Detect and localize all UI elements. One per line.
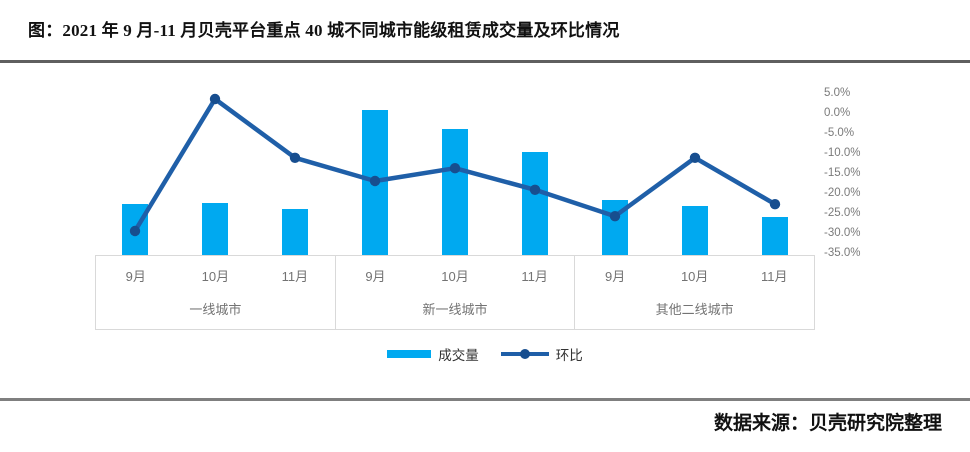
- plot-svg: [122, 93, 788, 255]
- month-label: 11月: [281, 268, 309, 284]
- month-label-row: 9月 10月 11月: [575, 256, 814, 295]
- volume-bar: [522, 152, 548, 255]
- legend: 成交量 环比: [0, 343, 970, 365]
- mom-marker-dot: [519, 349, 530, 359]
- mom-change-point: [529, 184, 541, 195]
- volume-bar: [682, 206, 708, 255]
- mom-change-point: [689, 152, 701, 163]
- month-label: 10月: [441, 268, 469, 284]
- month-label: 11月: [761, 268, 788, 284]
- category-group: 9月 10月 11月其他二线城市: [574, 256, 816, 329]
- top-rule: [0, 60, 970, 63]
- bottom-rule: [0, 398, 970, 401]
- mom-change-point: [289, 152, 301, 163]
- month-label: 9月: [125, 268, 146, 284]
- month-label: 9月: [365, 268, 386, 284]
- volume-bar: [762, 217, 788, 255]
- mom-change-point: [369, 175, 381, 187]
- month-label: 10月: [680, 268, 709, 284]
- mom-change-point: [209, 93, 221, 105]
- mom-change-point: [129, 225, 141, 237]
- month-label-row: 9月 10月 11月: [96, 256, 335, 295]
- mom-change-point: [609, 211, 621, 222]
- mom-line-swatch: [500, 349, 549, 359]
- category-group: 9月 10月 11月新一线城市: [334, 256, 575, 329]
- legend-item-volume: 成交量: [387, 344, 479, 364]
- month-label: 11月: [521, 268, 548, 284]
- figure-title: 图：2021 年 9 月-11 月贝壳平台重点 40 城不同城市能级租赁成交量及…: [28, 21, 620, 40]
- mom-change-point: [449, 163, 461, 174]
- city-tier-label: 新一线城市: [422, 301, 488, 317]
- city-tier-label: 其他二线城市: [655, 301, 734, 317]
- month-label: 9月: [605, 268, 626, 284]
- month-label-row: 9月 10月 11月: [336, 256, 575, 295]
- chart-area: 5.0% 0.0% -5.0% -10.0% -15.0% -20.0% -25.0% -30…: [0, 75, 970, 375]
- category-group: 9月 10月 11月一线城市: [95, 256, 335, 329]
- category-axis: 9月 10月 11月一线城市 9月 10月 11月新一线城市 9月 10月 11月其他二线城市: [95, 255, 816, 330]
- city-tier-label: 一线城市: [189, 301, 242, 317]
- volume-bar: [442, 129, 468, 255]
- legend-label-mom: 环比: [555, 348, 583, 363]
- legend-label-volume: 成交量: [438, 348, 479, 363]
- mom-change-point: [769, 199, 781, 210]
- source-note: 数据来源：贝壳研究院整理: [713, 413, 942, 434]
- legend-item-mom: 环比: [500, 344, 583, 364]
- month-label: 10月: [201, 268, 230, 284]
- volume-swatch: [387, 350, 432, 358]
- volume-bar: [202, 203, 228, 255]
- volume-bar: [282, 209, 308, 255]
